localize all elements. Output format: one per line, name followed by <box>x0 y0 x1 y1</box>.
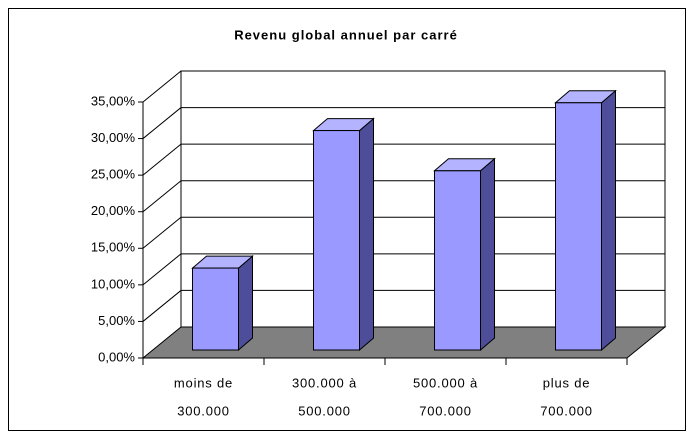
grid-line-side <box>142 180 182 213</box>
bar <box>313 130 360 351</box>
grid-line-side <box>142 70 182 103</box>
bar <box>192 267 239 351</box>
chart-title: Revenu global annuel par carré <box>234 27 458 42</box>
grid-line-side <box>142 216 182 249</box>
x-tick-label: 500.000 à <box>413 375 478 390</box>
y-tick-label: 25,00% <box>91 167 136 182</box>
x-tick-label: 500.000 <box>298 403 351 418</box>
x-tick-label: 700.000 <box>419 403 472 418</box>
bar-side <box>238 254 253 352</box>
y-tick-label: 5,00% <box>98 313 135 328</box>
y-tick-label: 20,00% <box>91 203 136 218</box>
x-tick-label: moins de <box>174 375 233 390</box>
bar-side <box>601 89 616 352</box>
grid-line-side <box>142 290 182 322</box>
bar-side <box>359 117 374 352</box>
grid-line-side <box>142 253 182 286</box>
y-tick-label: 15,00% <box>91 240 136 255</box>
y-tick-label: 0,00% <box>98 349 135 364</box>
grid-line-side <box>142 107 182 139</box>
y-tick-label: 30,00% <box>91 130 136 145</box>
grid-line-side <box>142 143 182 176</box>
bar <box>555 102 602 351</box>
x-tick-label: 700.000 <box>540 403 593 418</box>
y-tick-label: 10,00% <box>91 276 136 291</box>
x-tick-label: plus de <box>543 375 591 390</box>
bar <box>434 170 481 351</box>
y-tick-label: 35,00% <box>91 93 136 108</box>
bar-side <box>480 157 495 352</box>
x-tick-label: 300.000 <box>177 403 230 418</box>
x-tick-label: 300.000 à <box>292 375 357 390</box>
